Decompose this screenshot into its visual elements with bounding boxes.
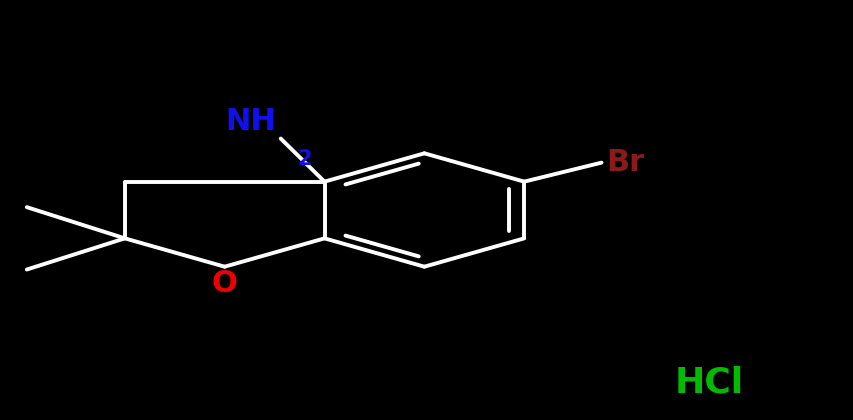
Text: O: O — [212, 269, 237, 298]
Text: NH: NH — [225, 108, 276, 136]
Text: HCl: HCl — [674, 365, 742, 399]
Text: Br: Br — [605, 148, 643, 177]
Text: 2: 2 — [298, 149, 312, 169]
